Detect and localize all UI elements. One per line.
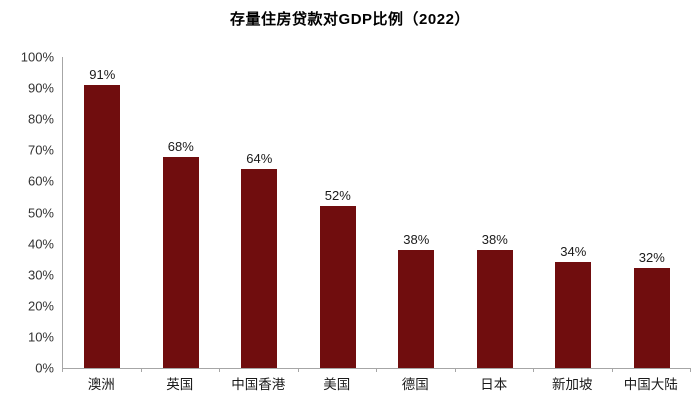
bar-column: 38% [456, 57, 535, 368]
y-axis-tick-label: 20% [27, 298, 54, 314]
x-axis-tick [690, 368, 691, 372]
bar-value-label: 91% [89, 67, 116, 82]
bar-column: 64% [220, 57, 299, 368]
bar-value-label: 52% [324, 188, 351, 204]
bar-column: 34% [534, 57, 613, 368]
x-axis-tick [219, 368, 220, 372]
bar-column: 52% [299, 57, 378, 368]
bar [319, 206, 356, 368]
bar-series: 91% 68% 64% 52% 38% 38% 34% 32% [63, 57, 691, 368]
bar [633, 268, 670, 368]
y-axis: 100% 90% 80% 70% 60% 50% 40% 30% 20% 10% 0% [0, 51, 54, 375]
bar [241, 168, 278, 368]
x-axis-category-label: 新加坡 [552, 377, 593, 392]
bar [162, 156, 199, 368]
x-axis-tick [611, 368, 613, 372]
y-axis-tick-label: 50% [27, 205, 54, 220]
x-axis-tick [454, 368, 456, 372]
x-axis-category-label: 中国香港 [231, 377, 286, 392]
bar-column: 38% [377, 57, 456, 368]
x-axis-category-label: 日本 [480, 377, 508, 392]
bar-value-label: 68% [167, 138, 194, 154]
x-axis-category-label: 德国 [401, 377, 429, 392]
plot-area: 91% 68% 64% 52% 38% 38% 34% 32% [62, 57, 691, 369]
x-axis-tick [140, 368, 142, 372]
bar-value-label: 34% [560, 244, 587, 260]
y-axis-tick-label: 100% [20, 49, 54, 65]
x-axis-tick [297, 368, 299, 372]
bar-column: 68% [142, 57, 221, 368]
y-axis-tick-label: 0% [35, 360, 54, 376]
x-axis-category-label: 澳洲 [87, 377, 115, 392]
x-axis-ticks [62, 368, 691, 373]
y-axis-tick-label: 60% [27, 173, 54, 189]
x-axis-category-label: 美国 [323, 377, 351, 392]
bar-value-label: 38% [403, 231, 430, 247]
y-axis-tick-label: 70% [27, 142, 54, 158]
x-axis-tick [533, 368, 534, 372]
x-axis-category-label: 中国大陆 [623, 377, 678, 392]
y-axis-tick-label: 10% [27, 329, 54, 345]
bar [398, 249, 435, 368]
bar [84, 85, 121, 368]
x-axis-tick [62, 368, 63, 372]
bar [476, 249, 513, 368]
y-axis-tick-label: 80% [27, 111, 54, 127]
y-axis-tick-label: 90% [27, 80, 54, 96]
y-axis-tick-label: 30% [27, 267, 54, 283]
x-axis-tick [376, 368, 377, 372]
x-axis-category-label: 英国 [166, 377, 194, 392]
x-axis-category-labels: 澳洲 英国 中国香港 美国 德国 日本 新加坡 中国大陆 [62, 377, 690, 393]
bar-value-label: 38% [481, 231, 508, 247]
bar-value-label: 64% [246, 150, 273, 166]
bar [555, 262, 592, 368]
chart-title: 存量住房贷款对GDP比例（2022） [230, 11, 470, 28]
y-axis-tick-label: 40% [27, 236, 54, 252]
bar-column: 91% [63, 57, 142, 368]
bar-column: 32% [613, 57, 692, 368]
bar-value-label: 32% [638, 250, 665, 266]
